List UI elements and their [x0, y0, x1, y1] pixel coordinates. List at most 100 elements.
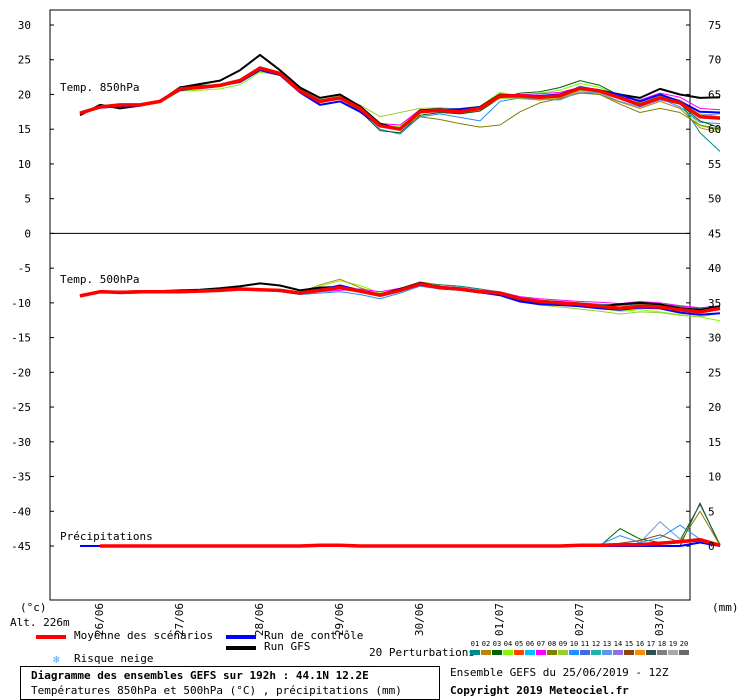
left-tick-label: 5	[24, 193, 31, 206]
perturbation-swatch	[481, 650, 491, 655]
perturbation-id-label: 04	[504, 640, 512, 648]
perturbation-id-label: 10	[570, 640, 578, 648]
right-tick-label: 0	[708, 540, 715, 553]
run-info: Ensemble GEFS du 25/06/2019 - 12Z	[450, 666, 669, 679]
legend-snow-label: Risque neige	[74, 652, 153, 665]
perturbation-swatch	[558, 650, 568, 655]
right-tick-label: 60	[708, 123, 721, 136]
perturbation-id-label: 17	[647, 640, 655, 648]
right-tick-label: 70	[708, 54, 721, 67]
perturbation-swatch	[624, 650, 634, 655]
legend-gfs-label: Run GFS	[264, 640, 310, 653]
perturbation-id-label: 19	[669, 640, 677, 648]
left-tick-label: -20	[11, 366, 31, 379]
left-tick-label: 20	[18, 88, 31, 101]
x-tick-label: 03/07	[653, 603, 666, 636]
right-tick-label: 20	[708, 401, 721, 414]
right-tick-label: 45	[708, 227, 721, 240]
perturbation-swatch	[646, 650, 656, 655]
left-tick-label: 15	[18, 123, 31, 136]
left-tick-label: -40	[11, 505, 31, 518]
left-tick-label: -45	[11, 540, 31, 553]
perturbation-id-label: 15	[625, 640, 633, 648]
perturbation-id-label: 02	[482, 640, 490, 648]
perturbation-swatch	[668, 650, 678, 655]
precip-mean-line	[100, 537, 721, 548]
left-unit: (°c)	[20, 601, 47, 614]
perturbation-swatch	[602, 650, 612, 655]
perturbation-swatch	[569, 650, 579, 655]
perturbation-swatch	[514, 650, 524, 655]
x-tick-label: 01/07	[493, 603, 506, 636]
right-tick-label: 5	[708, 505, 715, 518]
label-precip: Précipitations	[60, 530, 153, 543]
t500-mean-line	[79, 282, 721, 314]
perturbation-swatch	[525, 650, 535, 655]
perturbation-swatch	[613, 650, 623, 655]
footer-title: Diagramme des ensembles GEFS sur 192h : …	[31, 669, 369, 682]
perturbation-swatch	[536, 650, 546, 655]
snow-icon: ❄	[53, 653, 60, 666]
x-tick-label: 29/06	[333, 603, 346, 636]
x-tick-label: 27/06	[173, 603, 186, 636]
perturbation-id-label: 06	[526, 640, 534, 648]
right-tick-label: 55	[708, 158, 721, 171]
x-tick-label: 30/06	[413, 603, 426, 636]
right-unit: (mm)	[712, 601, 739, 614]
legend-mean-swatch	[36, 635, 66, 639]
perturbation-id-label: 03	[493, 640, 501, 648]
perturbation-swatch	[635, 650, 645, 655]
x-tick-label: 26/06	[93, 603, 106, 636]
t850-mean-line	[79, 66, 721, 131]
legend-control-swatch	[226, 635, 256, 639]
left-tick-label: -25	[11, 401, 31, 414]
chart-legend: Moyenne des scénarios Run de contrôleRun …	[36, 629, 689, 666]
perturbation-id-label: 14	[614, 640, 622, 648]
perturbation-id-label: 20	[680, 640, 688, 648]
perturbation-id-label: 12	[592, 640, 600, 648]
left-tick-label: 10	[18, 158, 31, 171]
right-tick-label: 35	[708, 297, 721, 310]
right-tick-label: 10	[708, 471, 721, 484]
perturbation-id-label: 07	[537, 640, 545, 648]
left-tick-label: 0	[24, 227, 31, 240]
perturbation-swatch	[657, 650, 667, 655]
chart-labels: 26/06 27/06 28/06 29/06 30/06 01/07 02/07 03/07…	[10, 19, 739, 636]
right-tick-label: 50	[708, 193, 721, 206]
footer-subtitle: Températures 850hPa et 500hPa (°C) , pré…	[31, 684, 402, 697]
perturbation-id-label: 11	[581, 640, 589, 648]
perturbation-swatch	[470, 650, 480, 655]
x-tick-label: 02/07	[573, 603, 586, 636]
legend-perturbations-label: 20 Perturbations	[369, 646, 475, 659]
perturbation-swatch	[679, 650, 689, 655]
legend-mean-label: Moyenne des scénarios	[74, 629, 213, 642]
perturbation-id-label: 01	[471, 640, 479, 648]
copyright: Copyright 2019 Meteociel.fr	[450, 684, 629, 697]
right-tick-label: 25	[708, 366, 721, 379]
left-tick-label: 25	[18, 54, 31, 67]
right-tick-label: 30	[708, 332, 721, 345]
perturbation-id-label: 18	[658, 640, 666, 648]
altitude-label: Alt. 226m	[10, 616, 70, 629]
label-temp-500: Temp. 500hPa	[60, 273, 139, 286]
right-tick-label: 65	[708, 88, 721, 101]
perturbation-swatch	[492, 650, 502, 655]
right-tick-label: 75	[708, 19, 721, 32]
label-temp-850: Temp. 850hPa	[60, 81, 139, 94]
left-tick-label: -35	[11, 471, 31, 484]
perturbation-id-label: 09	[559, 640, 567, 648]
footer-box: Diagramme des ensembles GEFS sur 192h : …	[20, 666, 440, 700]
left-tick-label: 30	[18, 19, 31, 32]
left-tick-label: -5	[18, 262, 31, 275]
chart-series	[79, 53, 721, 548]
left-tick-label: -15	[11, 332, 31, 345]
right-tick-label: 40	[708, 262, 721, 275]
left-tick-label: -30	[11, 436, 31, 449]
right-tick-label: 15	[708, 436, 721, 449]
legend-gfs-swatch	[226, 646, 256, 650]
perturbation-swatch	[503, 650, 513, 655]
perturbation-swatch	[580, 650, 590, 655]
left-tick-label: -10	[11, 297, 31, 310]
legend-control-label: Run de contrôle	[264, 629, 363, 642]
